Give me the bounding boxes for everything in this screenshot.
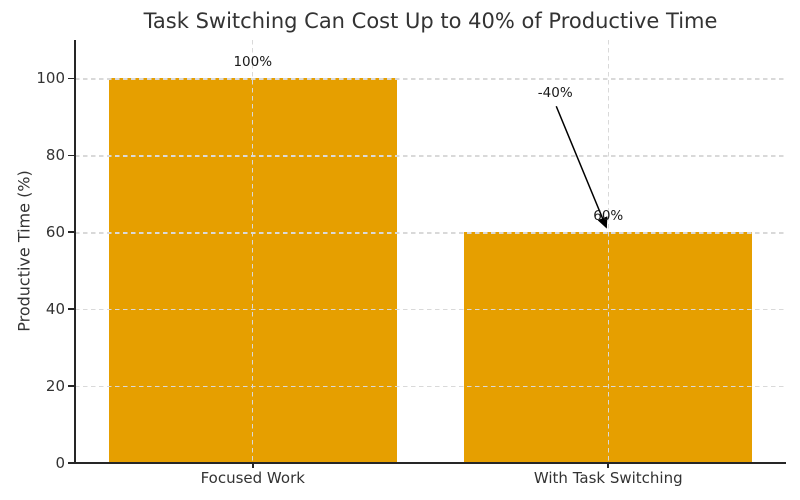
plot-area: -40% 0 20 40 60 80 100 Focused Work With Task S… (36, 40, 786, 487)
x-tick-label-focused-work: Focused Work (200, 469, 305, 487)
y-tick-label-80: 80 (45, 146, 65, 165)
arrow-annotation-label: -40% (537, 85, 573, 102)
bar-value-label-with-task-switching: 60% (593, 208, 624, 225)
x-tick-label-with-task-switching: With Task Switching (533, 469, 683, 487)
y-tick-0 (68, 462, 74, 464)
h-gridline-60 (75, 232, 786, 234)
y-tick-80 (68, 154, 74, 157)
v-gridline-focused-work (252, 40, 254, 463)
y-tick-40 (68, 308, 74, 310)
y-axis-spine (74, 40, 76, 463)
y-tick-label-100: 100 (36, 69, 65, 88)
chart-title: Task Switching Can Cost Up to 40% of Pro… (143, 9, 718, 33)
y-tick-label-60: 60 (45, 223, 65, 242)
y-tick-20 (68, 385, 74, 387)
v-gridline-with-task-switching (607, 40, 609, 463)
h-gridline-80 (75, 155, 786, 157)
h-gridline-40 (75, 309, 786, 311)
y-tick-60 (68, 231, 74, 234)
bar-value-label-focused-work: 100% (233, 54, 273, 71)
x-tick-focused-work (251, 463, 254, 468)
y-tick-label-20: 20 (45, 377, 65, 396)
h-gridline-100 (75, 78, 786, 80)
x-axis-spine (74, 462, 786, 464)
x-tick-with-task-switching (607, 463, 610, 468)
h-gridline-20 (75, 386, 786, 388)
y-tick-label-40: 40 (45, 300, 65, 319)
y-tick-100 (68, 77, 74, 80)
y-tick-label-0: 0 (55, 454, 65, 472)
